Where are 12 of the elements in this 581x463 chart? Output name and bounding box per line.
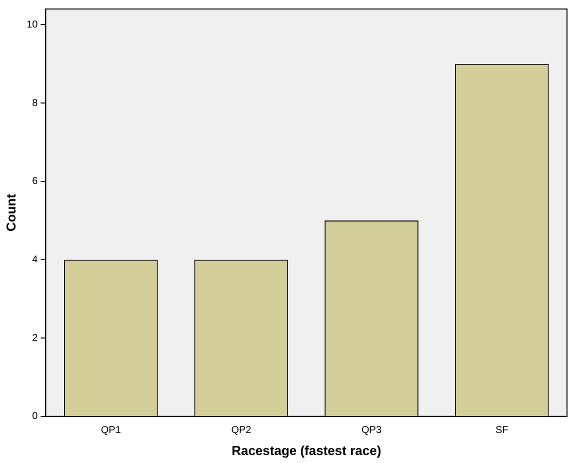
x-tick-label: QP1 [100, 425, 122, 436]
y-tick-label: 0 [32, 411, 38, 422]
y-tick-label: 8 [32, 98, 38, 109]
y-tick-label: 10 [26, 19, 38, 30]
x-tick-label: SF [495, 425, 508, 436]
x-tick-label: QP3 [362, 425, 382, 436]
x-tick-label: QP2 [231, 425, 252, 436]
y-tick-label: 2 [32, 332, 38, 344]
x-axis-title: Racestage (fastest race) [232, 442, 382, 458]
y-axis-title: Count [3, 193, 18, 232]
y-tick-label: 4 [32, 254, 38, 266]
y-tick-label: 6 [32, 176, 38, 188]
